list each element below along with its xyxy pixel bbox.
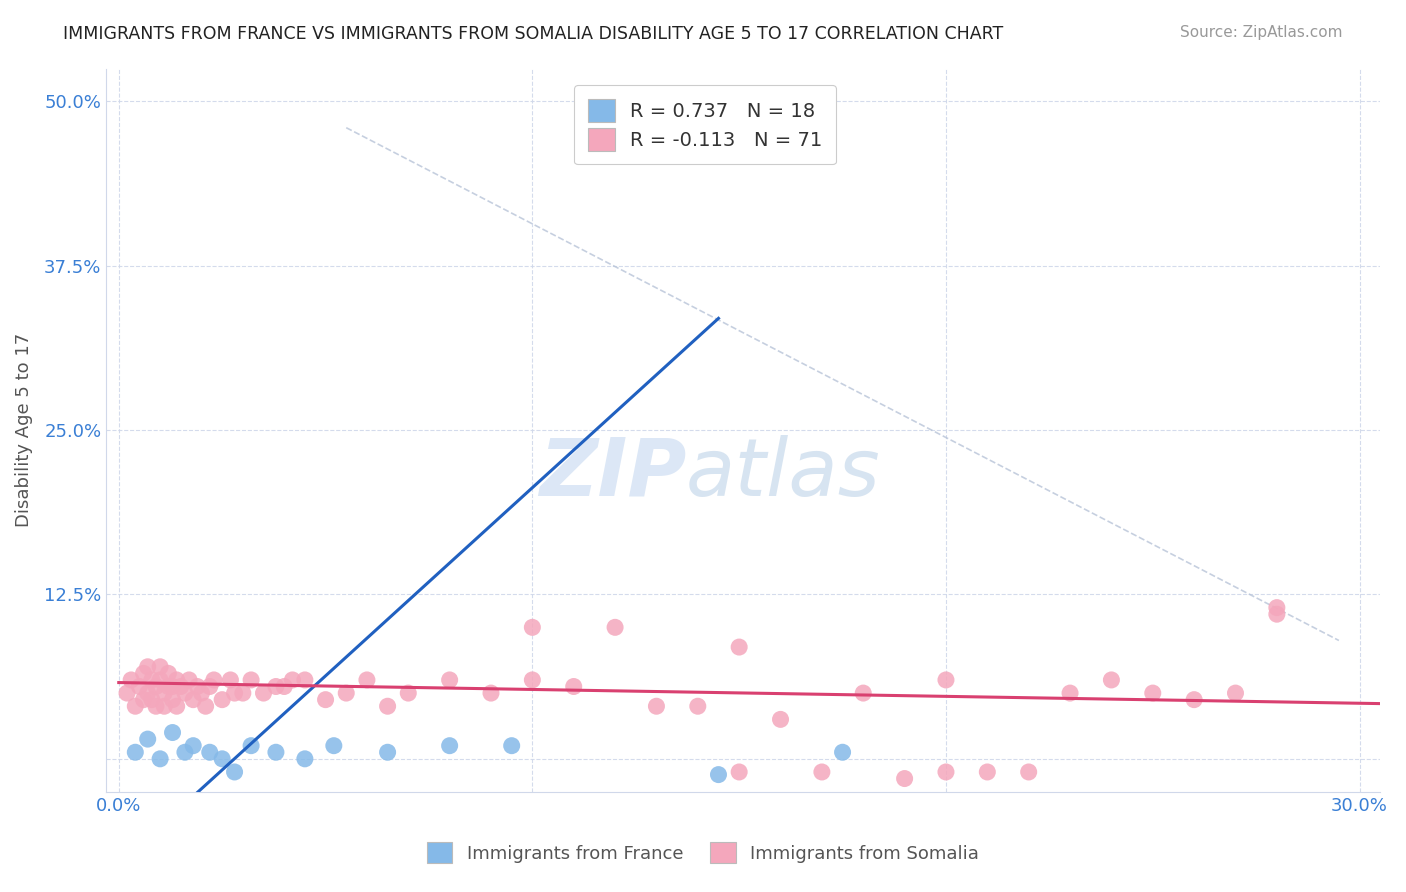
Point <box>935 673 957 687</box>
Point <box>162 680 184 694</box>
Point <box>166 673 188 687</box>
Point <box>166 699 188 714</box>
Point <box>686 699 709 714</box>
Point <box>181 692 204 706</box>
Point <box>264 745 287 759</box>
Point <box>1142 686 1164 700</box>
Point <box>603 620 626 634</box>
Legend: Immigrants from France, Immigrants from Somalia: Immigrants from France, Immigrants from … <box>418 833 988 872</box>
Point <box>120 673 142 687</box>
Point <box>124 699 146 714</box>
Point <box>132 666 155 681</box>
Point <box>273 680 295 694</box>
Point <box>1018 764 1040 779</box>
Point <box>935 764 957 779</box>
Y-axis label: Disability Age 5 to 17: Disability Age 5 to 17 <box>15 333 32 527</box>
Point <box>893 772 915 786</box>
Point <box>377 699 399 714</box>
Point <box>149 660 172 674</box>
Point <box>157 680 180 694</box>
Point <box>194 699 217 714</box>
Point <box>439 739 461 753</box>
Point <box>136 732 159 747</box>
Point <box>181 739 204 753</box>
Point <box>136 660 159 674</box>
Point <box>224 764 246 779</box>
Point <box>211 692 233 706</box>
Point <box>852 686 875 700</box>
Point <box>141 673 163 687</box>
Point <box>157 666 180 681</box>
Point <box>128 680 150 694</box>
Legend: R = 0.737   N = 18, R = -0.113   N = 71: R = 0.737 N = 18, R = -0.113 N = 71 <box>574 86 837 164</box>
Point <box>322 739 344 753</box>
Point <box>831 745 853 759</box>
Point <box>522 620 544 634</box>
Point <box>186 680 208 694</box>
Point <box>315 692 337 706</box>
Text: IMMIGRANTS FROM FRANCE VS IMMIGRANTS FROM SOMALIA DISABILITY AGE 5 TO 17 CORRELA: IMMIGRANTS FROM FRANCE VS IMMIGRANTS FRO… <box>63 25 1004 43</box>
Point <box>501 739 523 753</box>
Point <box>1182 692 1205 706</box>
Point <box>190 686 212 700</box>
Point <box>294 752 316 766</box>
Point <box>769 712 792 726</box>
Point <box>177 673 200 687</box>
Point <box>264 680 287 694</box>
Point <box>174 745 197 759</box>
Point <box>439 673 461 687</box>
Point <box>162 692 184 706</box>
Point <box>198 745 221 759</box>
Point <box>149 673 172 687</box>
Point <box>124 745 146 759</box>
Point <box>211 752 233 766</box>
Point <box>198 680 221 694</box>
Point <box>153 686 176 700</box>
Point <box>170 680 193 694</box>
Point <box>728 764 751 779</box>
Point <box>479 686 502 700</box>
Point <box>136 686 159 700</box>
Point <box>294 673 316 687</box>
Point <box>219 673 242 687</box>
Point <box>145 680 167 694</box>
Text: Source: ZipAtlas.com: Source: ZipAtlas.com <box>1180 25 1343 40</box>
Point <box>707 767 730 781</box>
Point <box>240 739 263 753</box>
Point <box>145 699 167 714</box>
Point <box>174 686 197 700</box>
Point <box>335 686 357 700</box>
Point <box>1225 686 1247 700</box>
Point <box>1099 673 1122 687</box>
Point <box>202 673 225 687</box>
Point <box>149 752 172 766</box>
Point <box>811 764 834 779</box>
Point <box>232 686 254 700</box>
Point <box>728 640 751 654</box>
Point <box>141 692 163 706</box>
Text: ZIP: ZIP <box>538 434 686 513</box>
Point <box>1265 600 1288 615</box>
Text: atlas: atlas <box>686 434 880 513</box>
Point <box>1059 686 1081 700</box>
Point <box>1265 607 1288 622</box>
Point <box>396 686 419 700</box>
Point <box>976 764 998 779</box>
Point <box>645 699 668 714</box>
Point <box>240 673 263 687</box>
Point <box>224 686 246 700</box>
Point <box>377 745 399 759</box>
Point <box>281 673 304 687</box>
Point <box>162 725 184 739</box>
Point <box>115 686 138 700</box>
Point <box>252 686 274 700</box>
Point <box>132 692 155 706</box>
Point <box>562 680 585 694</box>
Point <box>522 673 544 687</box>
Point <box>356 673 378 687</box>
Point <box>153 699 176 714</box>
